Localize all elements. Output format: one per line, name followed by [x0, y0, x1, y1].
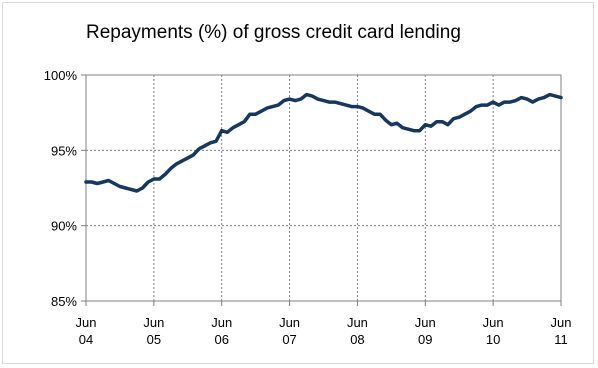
chart-title: Repayments (%) of gross credit card lend… [86, 22, 461, 43]
x-tick-month: Jun [143, 315, 164, 330]
x-tick-year: 05 [147, 332, 161, 347]
y-tick-label: 90% [51, 219, 77, 234]
y-axis-tick-labels: 85% 90% 95% 100% [44, 68, 78, 309]
y-tick-label: 85% [51, 294, 77, 309]
x-tick-year: 09 [418, 332, 432, 347]
x-tick-year: 04 [79, 332, 93, 347]
x-tick-month: Jun [279, 315, 300, 330]
series-line [84, 92, 563, 193]
x-tick-year: 07 [282, 332, 296, 347]
y-tick-label: 95% [51, 143, 77, 158]
x-tick-year: 11 [554, 332, 568, 347]
x-tick-month: Jun [76, 315, 97, 330]
chart-frame [2, 2, 594, 364]
x-tick-month: Jun [211, 315, 232, 330]
y-tick-label: 100% [44, 68, 78, 83]
x-axis-tick-labels: Jun 04 Jun 05 Jun 06 Jun 07 Jun 08 Jun 09 Jun 10 Jun 11 [76, 315, 572, 347]
x-tick-year: 10 [486, 332, 500, 347]
x-tick-month: Jun [347, 315, 368, 330]
x-tick-year: 08 [350, 332, 364, 347]
plot-area [85, 74, 562, 302]
x-tick-month: Jun [415, 315, 436, 330]
gridlines [81, 74, 562, 306]
x-tick-month: Jun [551, 315, 572, 330]
x-tick-year: 06 [214, 332, 228, 347]
x-tick-month: Jun [483, 315, 504, 330]
